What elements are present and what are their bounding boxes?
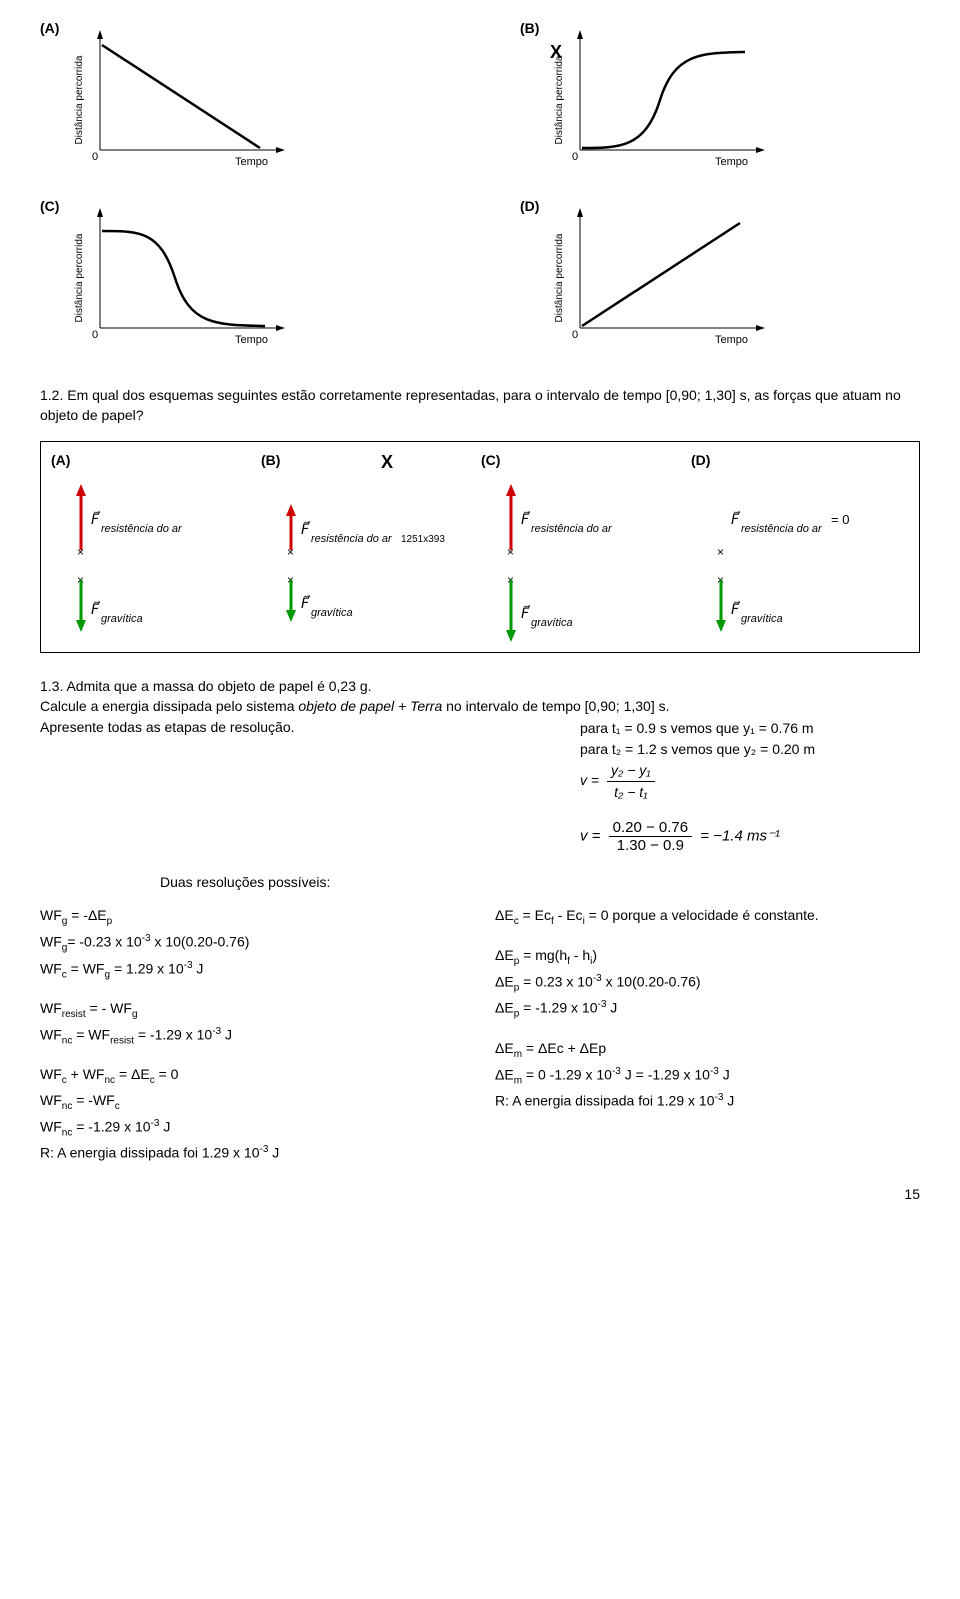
right-r4: ΔEp = -1.29 x 10-3 J — [495, 996, 920, 1022]
chart-a-label: (A) — [40, 20, 59, 36]
chart-b: (B) X Distância percorrida 0 Tempo — [520, 20, 920, 178]
force-b: (B) X × F⃗ resistência do ar 1251x393 × … — [261, 452, 471, 642]
right-r2: ΔEp = mg(hf - hi) — [495, 944, 920, 970]
duas-resolucoes: Duas resoluções possíveis: — [160, 874, 920, 890]
force-c-label: (C) — [481, 452, 500, 468]
force-c: (C) × F⃗ resistência do ar × F⃗ gravític… — [481, 452, 681, 642]
v-calc: v = 0.20 − 0.76 1.30 − 0.9 = −1.4 ms⁻¹ — [580, 819, 920, 854]
svg-text:Tempo: Tempo — [235, 334, 268, 346]
svg-text:gravítica: gravítica — [311, 607, 353, 619]
force-b-label: (B) — [261, 452, 280, 468]
solution-left: WFg = -ΔEp WFg= -0.23 x 10-3 x 10(0.20-0… — [40, 904, 465, 1165]
left-l8: WFnc = -1.29 x 10-3 J — [40, 1115, 465, 1141]
svg-text:Tempo: Tempo — [715, 156, 748, 168]
q13-line2b: objeto de papel + Terra — [298, 698, 442, 714]
svg-text:0: 0 — [92, 151, 98, 163]
v-frac: y₂ − y₁ t₂ − t₁ — [607, 760, 655, 803]
svg-text:Distância percorrida: Distância percorrida — [554, 55, 565, 144]
q13-line2c: no intervalo de tempo [0,90; 1,30] s. — [446, 698, 669, 714]
svg-text:Tempo: Tempo — [715, 334, 748, 346]
svg-text:gravítica: gravítica — [101, 613, 143, 625]
chart-b-svg: Distância percorrida 0 Tempo — [550, 25, 790, 175]
left-l1: WFg = -ΔEp — [40, 904, 465, 930]
svg-text:resistência do ar: resistência do ar — [741, 523, 823, 535]
right-r6: ΔEm = 0 -1.29 x 10-3 J = -1.29 x 10-3 J — [495, 1063, 920, 1089]
right-r1: ΔEc = Ecf - Eci = 0 porque a velocidade … — [495, 904, 920, 930]
question-1-3: 1.3. Admita que a massa do objeto de pap… — [40, 677, 920, 803]
svg-text:gravítica: gravítica — [531, 617, 573, 629]
left-l5: WFnc = WFresist = -1.29 x 10-3 J — [40, 1023, 465, 1049]
solutions-grid: WFg = -ΔEp WFg= -0.23 x 10-3 x 10(0.20-0… — [40, 904, 920, 1165]
svg-text:0: 0 — [92, 329, 98, 341]
force-a-label: (A) — [51, 452, 70, 468]
chart-d-svg: Distância percorrida 0 Tempo — [550, 203, 790, 353]
svg-text:F⃗: F⃗ — [91, 601, 101, 618]
chart-a-svg: Distância percorrida 0 Tempo — [70, 25, 310, 175]
force-b-mark: X — [381, 452, 393, 473]
left-l4: WFresist = - WFg — [40, 997, 465, 1023]
svg-text:1251x393: 1251x393 — [401, 534, 445, 545]
svg-text:×: × — [717, 545, 724, 559]
svg-text:resistência do ar: resistência do ar — [101, 523, 183, 535]
svg-text:Tempo: Tempo — [235, 156, 268, 168]
right-r3: ΔEp = 0.23 x 10-3 x 10(0.20-0.76) — [495, 970, 920, 996]
force-a: (A) × F⃗ resistência do ar × F⃗ gravític… — [51, 452, 251, 642]
page-number: 15 — [40, 1186, 920, 1202]
svg-text:F⃗: F⃗ — [301, 521, 311, 538]
q13-line1: 1.3. Admita que a massa do objeto de pap… — [40, 678, 372, 694]
left-l7: WFnc = -WFc — [40, 1089, 465, 1115]
chart-b-mark: X — [550, 42, 562, 63]
reading-t2: para t₂ = 1.2 s vemos que y₂ = 0.20 m — [580, 739, 920, 760]
right-r5: ΔEm = ΔEc + ΔEp — [495, 1037, 920, 1063]
chart-a: (A) Distância percorrida 0 Tempo — [40, 20, 440, 178]
svg-text:Distância percorrida: Distância percorrida — [74, 233, 85, 322]
chart-b-label: (B) — [520, 20, 539, 36]
svg-text:resistência do ar: resistência do ar — [311, 533, 393, 545]
svg-text:0: 0 — [572, 151, 578, 163]
force-d: (D) F⃗ resistência do ar = 0 × × F⃗ grav… — [691, 452, 911, 642]
distance-time-charts: (A) Distância percorrida 0 Tempo (B) X D… — [40, 20, 920, 356]
v-lhs: v = — [580, 773, 599, 789]
svg-text:resistência do ar: resistência do ar — [531, 523, 613, 535]
svg-text:F⃗: F⃗ — [91, 511, 101, 528]
question-1-2: 1.2. Em qual dos esquemas seguintes estã… — [40, 386, 920, 425]
svg-text:F⃗: F⃗ — [301, 595, 311, 612]
svg-text:0: 0 — [572, 329, 578, 341]
reading-t1: para t₁ = 0.9 s vemos que y₁ = 0.76 m — [580, 718, 920, 739]
svg-text:F⃗: F⃗ — [521, 605, 531, 622]
svg-text:F⃗: F⃗ — [731, 511, 741, 528]
svg-text:= 0: = 0 — [831, 512, 849, 527]
left-l3: WFc = WFg = 1.29 x 10-3 J — [40, 957, 465, 983]
svg-text:gravítica: gravítica — [741, 613, 783, 625]
q13-line2a: Calcule a energia dissipada pelo sistema — [40, 698, 294, 714]
chart-c-svg: Distância percorrida 0 Tempo — [70, 203, 310, 353]
svg-text:Distância percorrida: Distância percorrida — [554, 233, 565, 322]
chart-c-label: (C) — [40, 198, 59, 214]
chart-d-label: (D) — [520, 198, 539, 214]
q13-line3: Apresente todas as etapas de resolução. — [40, 718, 295, 738]
right-r7: R: A energia dissipada foi 1.29 x 10-3 J — [495, 1089, 920, 1113]
chart-d: (D) Distância percorrida 0 Tempo — [520, 198, 920, 356]
left-l9: R: A energia dissipada foi 1.29 x 10-3 J — [40, 1141, 465, 1165]
left-l6: WFc + WFnc = ΔEc = 0 — [40, 1063, 465, 1089]
solution-right: ΔEc = Ecf - Eci = 0 porque a velocidade … — [495, 904, 920, 1165]
chart-c: (C) Distância percorrida 0 Tempo — [40, 198, 440, 356]
svg-text:Distância percorrida: Distância percorrida — [74, 55, 85, 144]
svg-text:F⃗: F⃗ — [731, 601, 741, 618]
left-l2: WFg= -0.23 x 10-3 x 10(0.20-0.76) — [40, 930, 465, 956]
svg-text:F⃗: F⃗ — [521, 511, 531, 528]
force-d-label: (D) — [691, 452, 710, 468]
reading-block: para t₁ = 0.9 s vemos que y₁ = 0.76 m pa… — [580, 718, 920, 803]
force-diagrams-box: (A) × F⃗ resistência do ar × F⃗ gravític… — [40, 441, 920, 653]
